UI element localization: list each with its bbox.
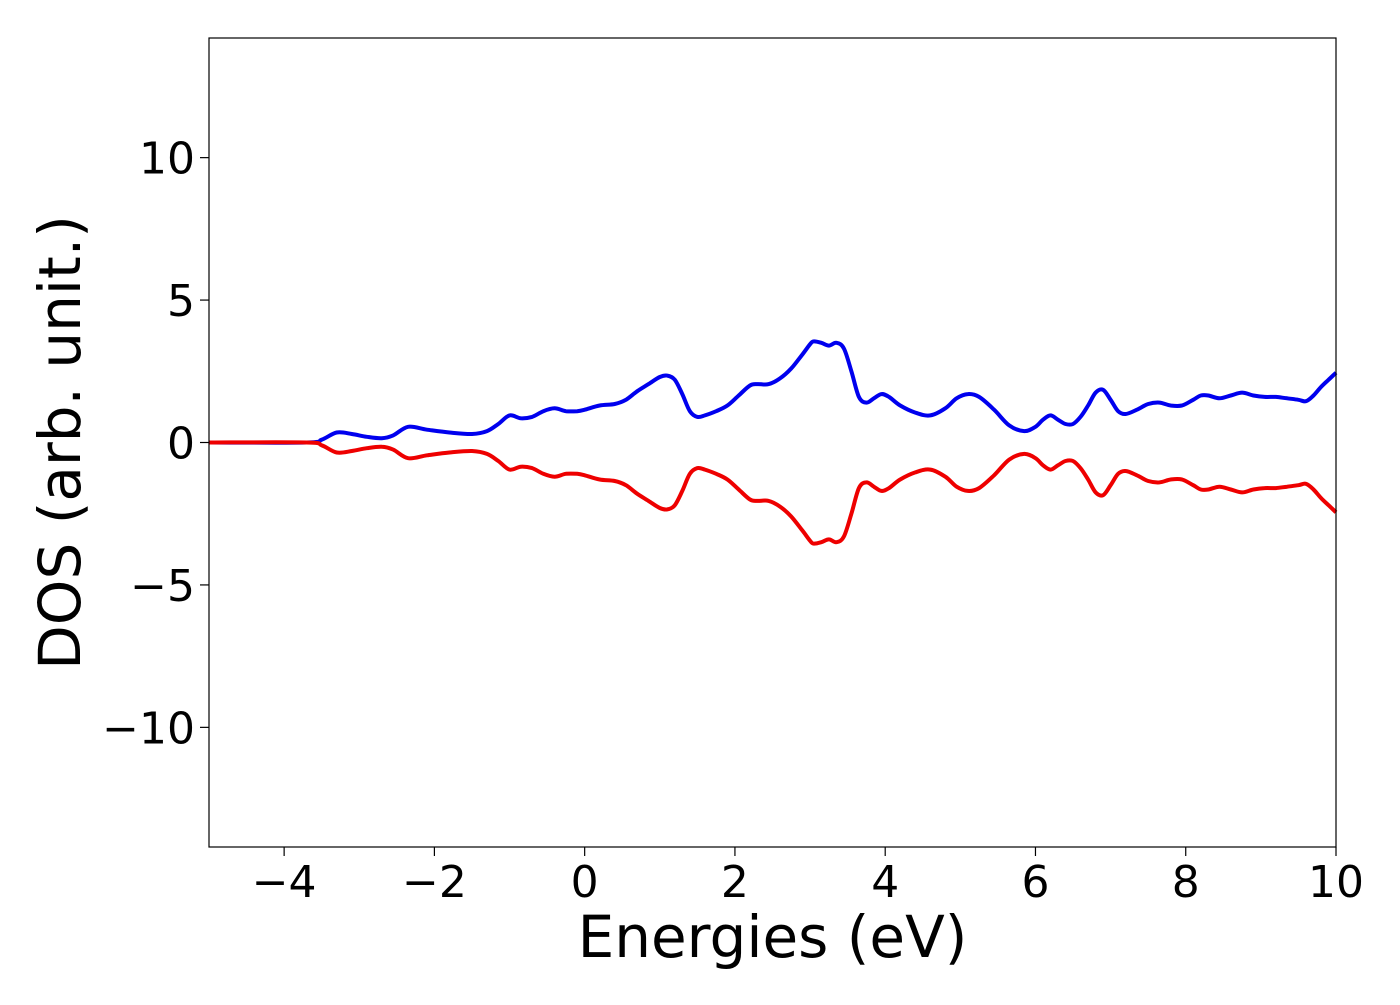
- spin-up-dos-line: [208, 339, 1338, 445]
- plot-lines: [208, 339, 1338, 546]
- x-tick-label: 4: [871, 857, 899, 908]
- x-axis-label: Energies (eV): [578, 903, 968, 971]
- x-tick-label: 8: [1172, 857, 1200, 908]
- y-tick-label: −10: [102, 703, 195, 754]
- x-tick-label: 2: [721, 857, 749, 908]
- y-tick-label: 10: [139, 134, 195, 185]
- y-axis-label: DOS (arb. unit.): [26, 215, 94, 670]
- x-tick-label: 6: [1021, 857, 1049, 908]
- x-tick-label: 10: [1308, 857, 1364, 908]
- x-tick-label: −4: [252, 857, 317, 908]
- x-tick-label: 0: [571, 857, 599, 908]
- y-tick-label: 5: [167, 276, 195, 327]
- x-tick-label: −2: [402, 857, 467, 908]
- y-tick-label: −5: [130, 561, 195, 612]
- plot-frame: [208, 37, 1337, 848]
- y-tick-label: 0: [167, 419, 195, 470]
- spin-down-dos-line: [208, 440, 1338, 546]
- y-axis-ticks: −10 −5 0 5 10: [102, 134, 209, 754]
- x-axis-ticks: −4 −2 0 2 4 6 8 10: [252, 847, 1364, 908]
